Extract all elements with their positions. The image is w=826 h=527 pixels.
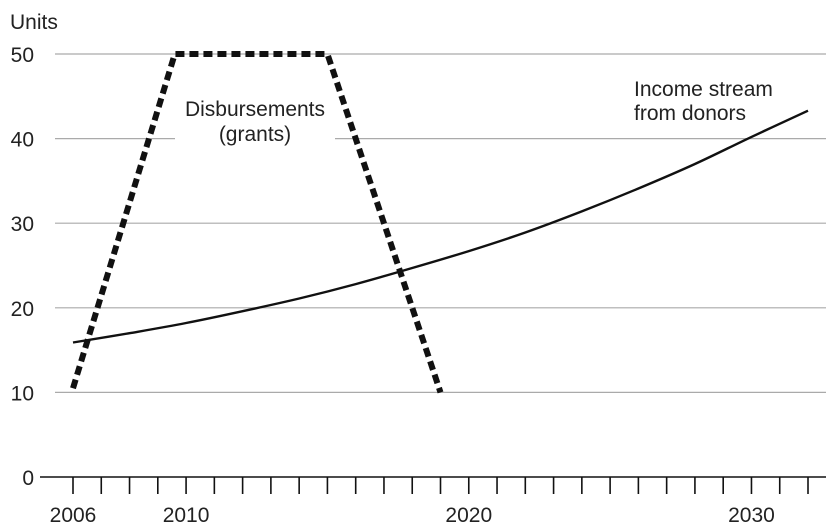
x-axis bbox=[40, 476, 826, 494]
y-tick-label: 50 bbox=[11, 44, 34, 67]
series bbox=[70, 51, 809, 394]
x-tick-label: 2030 bbox=[728, 504, 775, 527]
series-line-income-stream bbox=[72, 109, 809, 344]
y-tick-label: 20 bbox=[11, 298, 34, 321]
y-axis-title: Units bbox=[10, 11, 58, 34]
x-tick-label: 2020 bbox=[445, 504, 492, 527]
y-axis-tick-labels: 0 10 20 30 40 50 bbox=[11, 44, 34, 490]
y-tick-label: 40 bbox=[11, 129, 34, 152]
series-annotation-label: Disbursements bbox=[185, 98, 325, 121]
annotation-background bbox=[175, 96, 335, 150]
series-line-disbursements bbox=[70, 51, 444, 394]
x-tick-label: 2006 bbox=[50, 504, 97, 527]
series-annotation-label: Income stream bbox=[634, 78, 773, 101]
y-tick-label: 30 bbox=[11, 213, 34, 236]
y-tick-label: 0 bbox=[22, 467, 34, 490]
series-annotation-label: from donors bbox=[634, 102, 746, 125]
y-tick-label: 10 bbox=[11, 382, 34, 405]
x-axis-tick-labels: 2006 2010 2020 2030 bbox=[50, 504, 775, 527]
x-tick-label: 2010 bbox=[163, 504, 210, 527]
series-annotation-label: (grants) bbox=[219, 123, 291, 146]
